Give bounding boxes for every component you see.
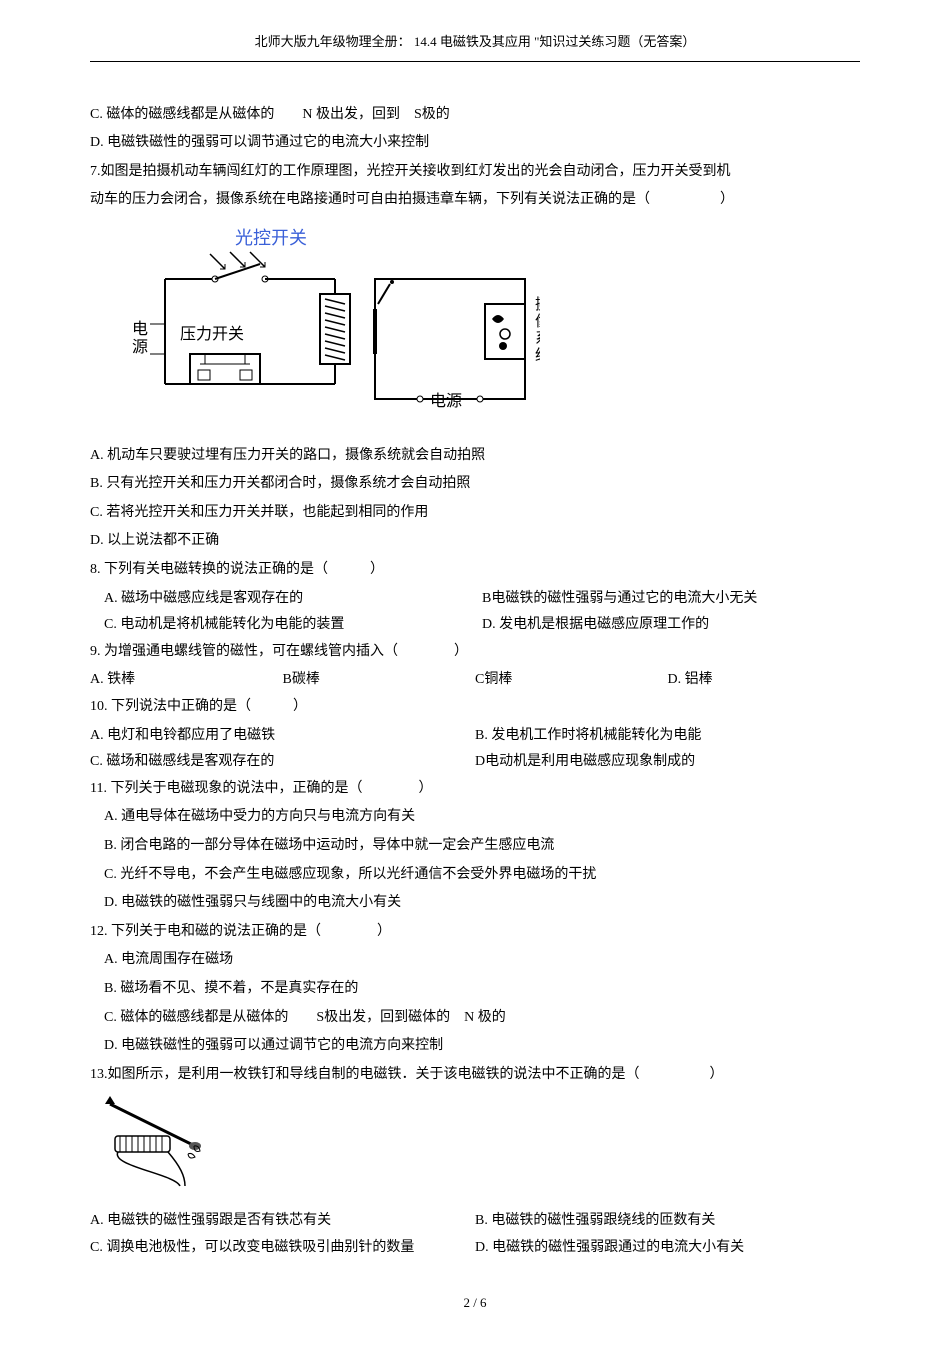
q9-option-a: A. 铁棒 (90, 667, 283, 694)
q8-option-a: A. 磁场中磁感应线是客观存在的 (104, 586, 482, 613)
q13-option-d: D. 电磁铁的磁性强弱跟通过的电流大小有关 (475, 1235, 860, 1262)
q9-option-c: C铜棒 (475, 667, 668, 694)
q9-option-b: B碳棒 (283, 667, 476, 694)
q10-option-d: D电动机是利用电磁感应现象制成的 (475, 749, 860, 776)
header-right: 14.4 电磁铁及其应用 "知识过关练习题（无答案） (414, 34, 696, 49)
q12-option-b: B. 磁场看不见、摸不着，不是真实存在的 (90, 976, 860, 1003)
diagram-label-light: 光控开关 (235, 228, 307, 248)
q8-option-b: B电磁铁的磁性强弱与通过它的电流大小无关 (482, 586, 860, 613)
q7-option-c: C. 若将光控开关和压力开关并联，也能起到相同的作用 (90, 500, 860, 527)
svg-text:系: 系 (535, 330, 540, 347)
q8-option-c: C. 电动机是将机械能转化为电能的装置 (104, 612, 482, 639)
q12-stem: 12. 下列关于电和磁的说法正确的是（ ） (90, 919, 860, 946)
q10-option-c: C. 磁场和磁感线是客观存在的 (90, 749, 475, 776)
q6-option-c: C. 磁体的磁感线都是从磁体的 N 极出发，回到 S极的 (90, 102, 860, 129)
q7-option-b: B. 只有光控开关和压力开关都闭合时，摄像系统才会自动拍照 (90, 471, 860, 498)
q12-option-c: C. 磁体的磁感线都是从磁体的 S极出发，回到磁体的 N 极的 (90, 1005, 860, 1032)
q7-stem-line2: 动车的压力会闭合，摄像系统在电路接通时可自由拍摄违章车辆，下列有关说法正确的是（… (90, 187, 860, 214)
q11-option-a: A. 通电导体在磁场中受力的方向只与电流方向有关 (90, 804, 860, 831)
diagram-label-source-left: 电 (132, 320, 148, 338)
q13-nail-diagram (100, 1096, 210, 1191)
q7-circuit-diagram: 光控开关 电 源 压力开关 摄 像 系 (120, 224, 540, 424)
q13-option-a: A. 电磁铁的磁性强弱跟是否有铁芯有关 (90, 1208, 475, 1235)
q9-option-d: D. 铝棒 (668, 667, 861, 694)
diagram-label-camera: 摄 (535, 296, 540, 313)
q11-stem: 11. 下列关于电磁现象的说法中，正确的是（ ） (90, 776, 860, 803)
svg-text:像: 像 (535, 313, 540, 330)
q10-stem: 10. 下列说法中正确的是（ ） (90, 694, 860, 721)
q8-option-d: D. 发电机是根据电磁感应原理工作的 (482, 612, 860, 639)
svg-text:统: 统 (535, 347, 540, 364)
q11-option-d: D. 电磁铁的磁性强弱只与线圈中的电流大小有关 (90, 890, 860, 917)
q7-option-d: D. 以上说法都不正确 (90, 528, 860, 555)
q10-option-b: B. 发电机工作时将机械能转化为电能 (475, 723, 860, 750)
q13-stem: 13.如图所示，是利用一枚铁钉和导线自制的电磁铁．关于该电磁铁的说法中不正确的是… (90, 1062, 860, 1089)
q11-option-b: B. 闭合电路的一部分导体在磁场中运动时，导体中就一定会产生感应电流 (90, 833, 860, 860)
header-left: 北师大版九年级物理全册： (255, 34, 411, 49)
q13-option-c: C. 调换电池极性，可以改变电磁铁吸引曲别针的数量 (90, 1235, 475, 1262)
q7-option-a: A. 机动车只要驶过埋有压力开关的路口，摄像系统就会自动拍照 (90, 443, 860, 470)
q13-option-b: B. 电磁铁的磁性强弱跟绕线的匝数有关 (475, 1208, 860, 1235)
svg-text:源: 源 (132, 338, 148, 356)
diagram-label-source2: 电源 (430, 392, 462, 410)
q11-option-c: C. 光纤不导电，不会产生电磁感应现象，所以光纤通信不会受外界电磁场的干扰 (90, 862, 860, 889)
q12-option-a: A. 电流周围存在磁场 (90, 947, 860, 974)
q9-stem: 9. 为增强通电螺线管的磁性，可在螺线管内插入（ ） (90, 639, 860, 666)
q6-option-d: D. 电磁铁磁性的强弱可以调节通过它的电流大小来控制 (90, 130, 860, 157)
q12-option-d: D. 电磁铁磁性的强弱可以通过调节它的电流方向来控制 (90, 1033, 860, 1060)
page-header: 北师大版九年级物理全册： 14.4 电磁铁及其应用 "知识过关练习题（无答案） (90, 30, 860, 62)
diagram-label-pressure: 压力开关 (180, 325, 244, 343)
q7-stem-line1: 7.如图是拍摄机动车辆闯红灯的工作原理图，光控开关接收到红灯发出的光会自动闭合，… (90, 159, 860, 186)
page-footer: 2 / 6 (90, 1291, 860, 1316)
q10-option-a: A. 电灯和电铃都应用了电磁铁 (90, 723, 475, 750)
q8-stem: 8. 下列有关电磁转换的说法正确的是（ ） (90, 557, 860, 584)
